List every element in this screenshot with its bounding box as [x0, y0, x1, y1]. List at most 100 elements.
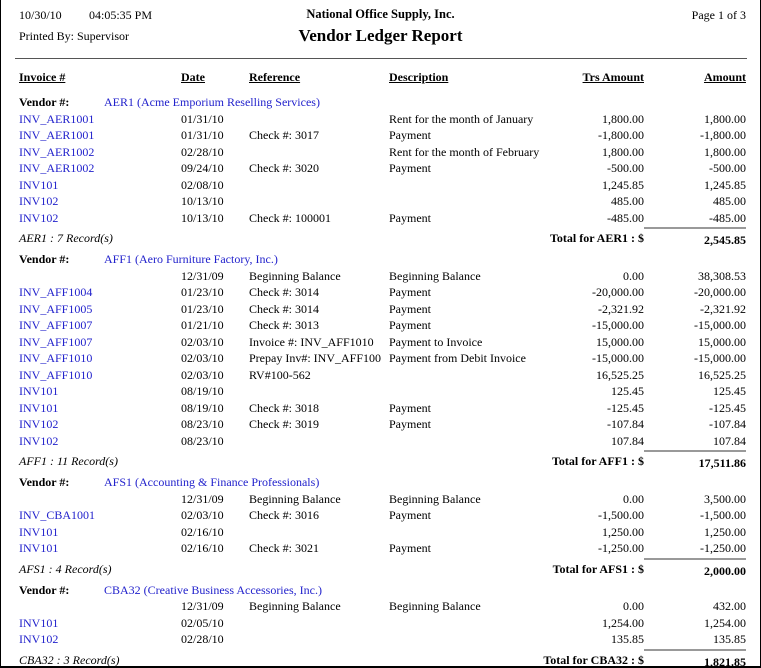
invoice-number-link[interactable] — [19, 491, 181, 508]
transaction-reference: Prepay Inv#: INV_AFF100 — [249, 351, 381, 365]
invoice-number-link[interactable]: INV_AFF1007 — [19, 334, 93, 349]
invoice-number-link[interactable]: INV101 — [19, 541, 59, 555]
amount-value: -2,321.92 — [700, 301, 746, 316]
invoice-number-link[interactable]: INV_AFF1007 — [19, 318, 93, 332]
transaction-date: 12/31/09 — [181, 491, 224, 506]
invoice-number-link[interactable]: INV101 — [19, 400, 59, 415]
trs-amount-value: -1,500.00 — [598, 508, 644, 522]
trs-amount-value: -107.84 — [607, 417, 644, 431]
amount-value: 1,800.00 — [704, 111, 746, 126]
transaction-reference — [249, 383, 389, 400]
transaction-description — [389, 383, 524, 400]
transaction-description: Payment — [389, 318, 431, 332]
vendor-transaction-rows: INV_AER1001 01/31/10 Rent for the month … — [19, 111, 746, 227]
column-header-description: Description — [389, 70, 449, 84]
transaction-date: 01/23/10 — [181, 285, 224, 299]
table-row: INV_AFF1007 02/03/10 Invoice #: INV_AFF1… — [19, 334, 746, 351]
amount-value: 432.00 — [713, 599, 746, 613]
invoice-number-link[interactable] — [19, 598, 181, 615]
trs-amount-value: 107.84 — [611, 433, 644, 448]
invoice-number-link[interactable]: INV_AER1001 — [19, 111, 95, 126]
table-row: INV_AER1002 02/28/10 Rent for the month … — [19, 144, 746, 161]
record-count-label: AER1 : 7 Record(s) — [19, 231, 113, 245]
amount-value: -15,000.00 — [694, 318, 746, 332]
invoice-number-link[interactable]: INV_AFF1010 — [19, 367, 93, 382]
trs-amount-value: 1,245.85 — [602, 177, 644, 192]
transaction-reference: Check #: 3018 — [249, 400, 319, 415]
record-count-label: CBA32 : 3 Record(s) — [19, 652, 120, 667]
amount-value: -107.84 — [709, 417, 746, 431]
invoice-number-link[interactable]: INV101 — [19, 615, 59, 630]
table-row: INV101 02/16/10 1,250.00 1,250.00 — [19, 524, 746, 541]
amount-value: -20,000.00 — [694, 285, 746, 299]
invoice-number-link[interactable]: INV_AER1002 — [19, 144, 95, 159]
trs-amount-value: -15,000.00 — [592, 318, 644, 332]
column-header-date: Date — [181, 70, 205, 84]
vendor-total-label: Total for AFS1 : $ — [552, 561, 644, 576]
invoice-number-link[interactable]: INV_AFF1004 — [19, 285, 93, 299]
invoice-number-link[interactable]: INV102 — [19, 417, 59, 431]
vendor-name-link[interactable]: AER1 (Acme Emporium Reselling Services) — [104, 95, 320, 109]
vendor-name-link[interactable]: CBA32 (Creative Business Accessories, In… — [104, 582, 322, 597]
invoice-number-link[interactable]: INV101 — [19, 524, 59, 539]
trs-amount-value: -20,000.00 — [592, 285, 644, 299]
amount-value: -125.45 — [709, 400, 746, 415]
transaction-reference: Beginning Balance — [249, 599, 341, 613]
vendor-total-label: Total for AFF1 : $ — [552, 454, 644, 468]
vendor-total-amount: 2,000.00 — [644, 557, 746, 580]
record-count-label: AFF1 : 11 Record(s) — [19, 454, 118, 468]
vendor-header-row: Vendor #: CBA32 (Creative Business Acces… — [19, 582, 746, 599]
invoice-number-link[interactable]: INV_AER1002 — [19, 161, 95, 175]
transaction-reference: Check #: 3019 — [249, 417, 319, 431]
transaction-description — [389, 433, 524, 450]
transaction-date: 08/23/10 — [181, 417, 224, 431]
transaction-reference: Check #: 3021 — [249, 541, 319, 555]
invoice-number-link[interactable]: INV_AFF1010 — [19, 351, 93, 365]
trs-amount-value: 135.85 — [611, 632, 644, 646]
transaction-date: 02/08/10 — [181, 177, 224, 192]
transaction-date: 02/03/10 — [181, 508, 224, 522]
transaction-description: Payment — [389, 210, 431, 225]
table-row: 12/31/09 Beginning Balance Beginning Bal… — [19, 491, 746, 508]
invoice-number-link[interactable]: INV102 — [19, 433, 59, 448]
vendor-header-row: Vendor #: AER1 (Acme Emporium Reselling … — [19, 94, 746, 111]
transaction-reference: Check #: 3020 — [249, 161, 319, 175]
transaction-reference: Check #: 3016 — [249, 508, 319, 522]
transaction-reference: Invoice #: INV_AFF1010 — [249, 334, 374, 349]
invoice-number-link[interactable]: INV102 — [19, 632, 59, 646]
trs-amount-value: 1,250.00 — [602, 524, 644, 539]
transaction-description: Payment — [389, 285, 431, 299]
vendor-name-link[interactable]: AFF1 (Aero Furniture Factory, Inc.) — [104, 252, 278, 266]
transaction-date: 10/13/10 — [181, 210, 224, 225]
vendor-header-row: Vendor #: AFS1 (Accounting & Finance Pro… — [19, 474, 746, 491]
amount-value: -1,250.00 — [700, 541, 746, 555]
amount-value: -1,800.00 — [700, 128, 746, 142]
amount-value: 3,500.00 — [704, 491, 746, 506]
transaction-description — [389, 631, 524, 648]
report-run-date: 10/30/10 — [19, 8, 62, 22]
transaction-description: Rent for the month of February — [389, 144, 540, 159]
amount-value: 125.45 — [713, 384, 746, 398]
trs-amount-value: -15,000.00 — [592, 351, 644, 365]
vendor-name-link[interactable]: AFS1 (Accounting & Finance Professionals… — [104, 475, 320, 489]
invoice-number-link[interactable] — [19, 268, 181, 285]
trs-amount-value: -500.00 — [607, 161, 644, 175]
invoice-number-link[interactable]: INV102 — [19, 194, 59, 208]
transaction-description: Payment — [389, 128, 431, 142]
invoice-number-link[interactable]: INV_AFF1005 — [19, 301, 93, 316]
transaction-date: 12/31/09 — [181, 599, 224, 613]
trs-amount-value: 0.00 — [623, 599, 644, 613]
invoice-number-link[interactable]: INV_AER1001 — [19, 128, 95, 142]
report-body: Invoice # Date Reference Description Trs… — [1, 70, 760, 667]
trs-amount-value: 1,254.00 — [602, 615, 644, 630]
transaction-description — [389, 367, 524, 384]
table-row: INV_AFF1005 01/23/10 Check #: 3014 Payme… — [19, 301, 746, 318]
trs-amount-value: 1,800.00 — [602, 144, 644, 159]
table-row: INV_CBA1001 02/03/10 Check #: 3016 Payme… — [19, 507, 746, 524]
invoice-number-link[interactable]: INV101 — [19, 177, 59, 192]
transaction-reference: Check #: 3014 — [249, 301, 319, 316]
invoice-number-link[interactable]: INV_CBA1001 — [19, 508, 96, 522]
invoice-number-link[interactable]: INV101 — [19, 384, 59, 398]
invoice-number-link[interactable]: INV102 — [19, 210, 59, 225]
